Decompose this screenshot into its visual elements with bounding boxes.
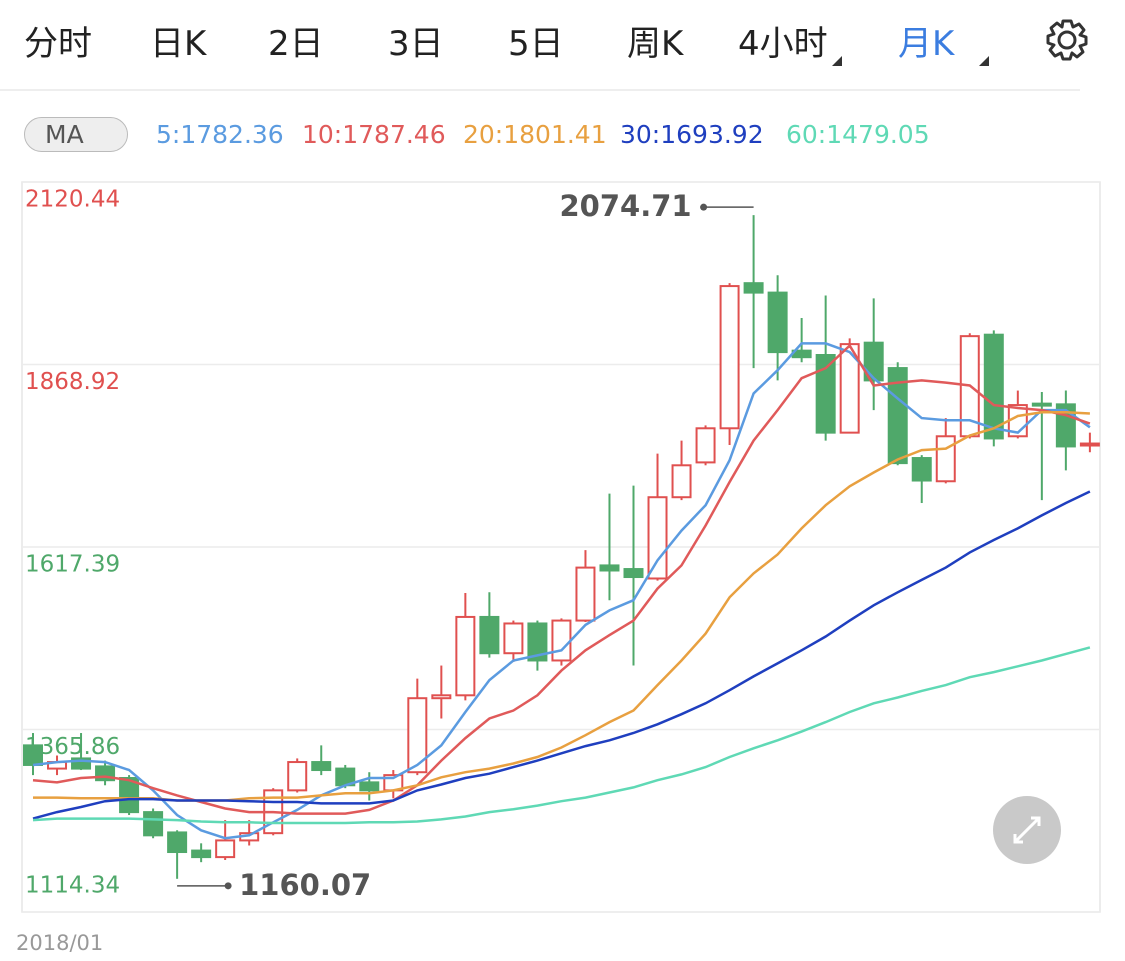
candle-body	[359, 781, 380, 792]
y-tick-label: 1868.92	[25, 369, 120, 395]
y-tick-label: 1365.86	[25, 734, 120, 760]
candle-body	[671, 464, 692, 499]
candle-body	[527, 622, 548, 662]
candle-body	[287, 761, 308, 792]
candle-body	[887, 367, 908, 465]
plot-frame	[21, 181, 1101, 913]
ma-line	[32, 342, 1091, 840]
max-label: 2074.71	[560, 189, 692, 223]
candle-body	[1007, 404, 1028, 438]
legend: 5:1782.36 10:1787.46 20:1801.41 30:1693.92 6…	[0, 112, 1125, 158]
candle-body	[623, 568, 644, 579]
ma-line	[32, 646, 1091, 825]
candle-body	[335, 767, 356, 787]
ma-line	[33, 411, 1090, 802]
ma-line	[32, 490, 1091, 820]
candle-body	[863, 341, 884, 382]
candle-body	[1055, 403, 1076, 448]
candle-body	[455, 615, 476, 697]
candle-body	[431, 694, 452, 700]
candle-body	[767, 291, 788, 354]
min-dot	[224, 882, 232, 890]
candle-body	[599, 564, 620, 572]
candle-body	[311, 761, 332, 772]
dropdown-triangle	[832, 56, 842, 66]
expand-button[interactable]	[993, 796, 1061, 864]
x-tick-label: 2018/01	[16, 931, 103, 955]
candle-body	[71, 757, 92, 770]
candle-body	[1031, 402, 1052, 407]
candle-body	[503, 622, 524, 655]
candle-body	[383, 774, 404, 792]
candle-body	[239, 832, 260, 842]
candle-body	[95, 765, 116, 782]
indicator-label: MA	[45, 120, 84, 149]
dropdown-triangle	[979, 56, 989, 66]
legend-entry: 5:1782.36	[156, 120, 284, 149]
legend-entry: 10:1787.46	[302, 120, 446, 149]
tab[interactable]: 5日	[508, 24, 564, 64]
legend-entry: 20:1801.41	[463, 120, 607, 149]
candle-body	[791, 349, 812, 359]
candle-body	[719, 285, 740, 430]
candle-body	[215, 839, 236, 859]
candle-body	[407, 697, 428, 774]
legend-entry: 30:1693.92	[620, 120, 764, 149]
candle-body	[23, 744, 43, 766]
min-label: 1160.07	[239, 868, 371, 902]
candle-body	[935, 435, 956, 483]
y-tick-label: 1114.34	[25, 873, 120, 899]
candle-body	[119, 777, 140, 814]
candle-body	[983, 333, 1004, 440]
candle-body	[575, 566, 596, 622]
y-tick-label: 2120.44	[25, 187, 120, 213]
candle-body	[143, 811, 164, 837]
max-dot	[700, 203, 708, 211]
candle-body	[47, 761, 68, 770]
ma-line	[32, 343, 1091, 815]
candle-body	[551, 619, 572, 662]
indicator-dropdown[interactable]: MA	[24, 117, 128, 152]
candle-body	[1079, 442, 1100, 447]
candle-body	[695, 427, 716, 464]
candle-body	[167, 831, 188, 854]
candle-body	[191, 849, 212, 859]
tab[interactable]: 分时	[24, 24, 92, 64]
tab[interactable]: 月K	[898, 24, 955, 64]
settings-icon	[1046, 19, 1088, 61]
legend-entry: 60:1479.05	[786, 120, 930, 149]
tab[interactable]: 4小时	[738, 24, 828, 64]
tab[interactable]: 日K	[150, 24, 207, 64]
candle-body	[647, 496, 668, 580]
y-tick-label: 1617.39	[25, 552, 120, 578]
candle-body	[839, 343, 860, 434]
tab[interactable]: 2日	[268, 24, 324, 64]
candle-body	[263, 789, 284, 835]
candle-body	[479, 615, 500, 655]
candle-body	[815, 354, 836, 434]
tab[interactable]: 周K	[627, 24, 684, 64]
candle-body	[911, 457, 932, 482]
tab[interactable]: 3日	[388, 24, 444, 64]
candle-body	[959, 335, 980, 438]
candle-body	[743, 282, 764, 294]
